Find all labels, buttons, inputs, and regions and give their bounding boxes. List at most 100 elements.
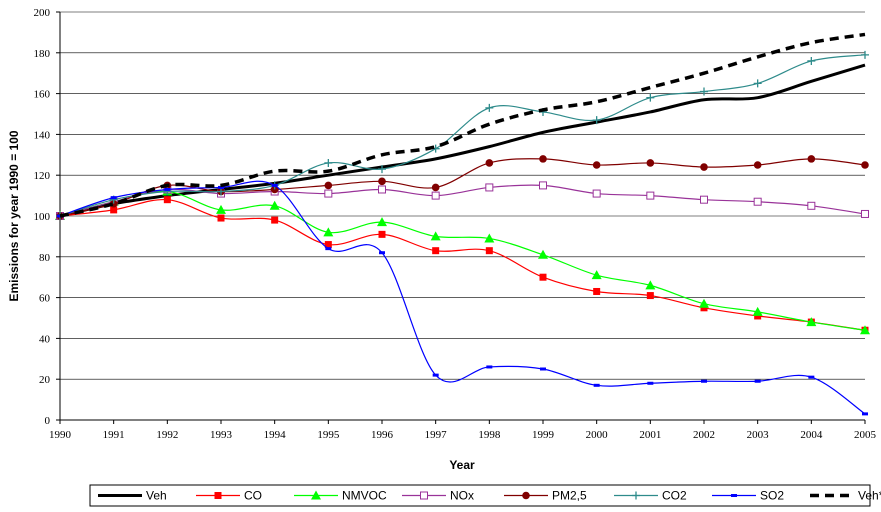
data-point-pm2-5 [861, 161, 869, 169]
x-tick-label: 1993 [210, 429, 233, 441]
x-tick-label: 1994 [264, 429, 287, 441]
data-point-so2 [540, 367, 546, 371]
data-point-so2 [647, 381, 654, 385]
data-point-co2 [324, 158, 333, 167]
data-point-pm2-5 [378, 177, 386, 186]
legend-label: CO [244, 489, 262, 503]
legend-marker [731, 494, 737, 497]
y-tick-label: 0 [45, 415, 51, 427]
x-tick-label: 2000 [586, 429, 609, 441]
data-point-pm2-5 [646, 159, 655, 167]
series-veh [59, 63, 866, 218]
x-axis-ticks: 1990 1991 1992 1993 1994 1995 1996 1997 1998 1999… [49, 420, 877, 441]
data-point-pm2-5 [753, 161, 762, 169]
data-point-co [593, 287, 601, 295]
data-point-co2 [485, 103, 494, 112]
y-tick-label: 60 [39, 293, 51, 305]
legend-label: Veh [146, 489, 167, 503]
legend-label: NOx [450, 489, 474, 503]
data-point-co2 [861, 50, 869, 59]
data-point-nmvoc [699, 298, 709, 308]
data-point-co [432, 247, 440, 255]
data-point-nmvoc [430, 231, 441, 241]
series-line-pm2-5 [59, 158, 866, 217]
data-point-nmvoc [860, 325, 870, 335]
data-point-so2 [754, 379, 761, 383]
data-point-so2 [701, 379, 707, 383]
data-point-nox [753, 197, 762, 206]
data-point-so2 [325, 247, 332, 251]
data-point-pm2-5 [700, 163, 708, 171]
data-point-so2 [164, 187, 171, 191]
data-point-pm2-5 [485, 159, 494, 167]
y-tick-label: 80 [39, 252, 51, 264]
x-tick-label: 1990 [49, 429, 72, 441]
x-tick-label: 2003 [747, 429, 770, 441]
x-axis-title: Year [449, 458, 475, 472]
data-point-so2 [862, 412, 868, 416]
data-point-co [271, 216, 279, 224]
legend-item-pm2-5: PM2,5 [504, 489, 587, 503]
data-point-co2 [592, 116, 601, 125]
data-point-co [754, 312, 762, 320]
legend-marker [522, 491, 530, 500]
legend-box [89, 484, 871, 507]
data-point-co [485, 247, 493, 255]
x-tick-label: 1992 [156, 429, 178, 441]
data-point-nox [485, 183, 494, 192]
y-axis-ticks: 0 20 40 60 80 100 120 140 160 180 200 [34, 7, 60, 427]
x-tick-label: 1995 [317, 429, 340, 441]
series-veh-km [59, 32, 866, 218]
legend-marker [311, 490, 321, 500]
legend: Veh CO NMVOC NOx PM2,5 CO2 SO2 Veh*km [98, 489, 881, 503]
data-point-nox [378, 185, 386, 194]
data-point-nox [700, 195, 708, 204]
y-axis-title: Emissions for year 1990 = 100 [7, 130, 21, 301]
x-tick-label: 2005 [854, 429, 877, 441]
legend-label: NMVOC [342, 489, 387, 503]
legend-item-veh: Veh [98, 489, 167, 503]
legend-marker [214, 492, 222, 499]
series-line-nmvoc [59, 190, 866, 331]
series-nmvoc [55, 186, 870, 335]
data-point-so2 [808, 375, 815, 379]
data-point-co [378, 230, 386, 238]
data-point-co2 [753, 79, 762, 88]
series-line-co2 [59, 54, 866, 217]
legend-label: CO2 [662, 489, 687, 503]
data-point-co [700, 304, 708, 312]
legend-item-so2: SO2 [712, 489, 784, 503]
series-line-veh [59, 63, 866, 218]
series-line-so2 [59, 180, 866, 415]
legend-item-nmvoc: NMVOC [294, 489, 387, 503]
x-tick-label: 1998 [478, 429, 501, 441]
data-point-so2 [486, 365, 493, 369]
y-tick-label: 40 [39, 333, 51, 345]
legend-marker [420, 491, 428, 500]
data-point-co2 [700, 87, 708, 96]
y-tick-label: 120 [34, 170, 51, 182]
x-tick-label: 2001 [639, 429, 661, 441]
legend-item-co: CO [196, 489, 262, 503]
data-point-nmvoc [752, 306, 763, 316]
data-point-so2 [218, 185, 224, 189]
legend-item-nox: NOx [402, 489, 474, 503]
data-point-nox [861, 209, 869, 218]
y-tick-label: 140 [34, 129, 51, 141]
y-tick-label: 20 [39, 374, 51, 386]
data-point-nmvoc [269, 200, 280, 210]
data-point-co [539, 273, 547, 281]
data-point-so2 [593, 383, 600, 387]
y-tick-label: 200 [34, 7, 51, 19]
data-point-co2 [378, 165, 386, 174]
data-point-co [110, 206, 118, 214]
legend-marker [632, 491, 640, 500]
series-line-veh-km [59, 32, 866, 218]
data-point-nmvoc [645, 280, 656, 290]
series-so2 [57, 180, 868, 416]
legend-label: SO2 [760, 489, 784, 503]
x-tick-label: 1991 [103, 429, 125, 441]
series-line-co [59, 199, 866, 331]
